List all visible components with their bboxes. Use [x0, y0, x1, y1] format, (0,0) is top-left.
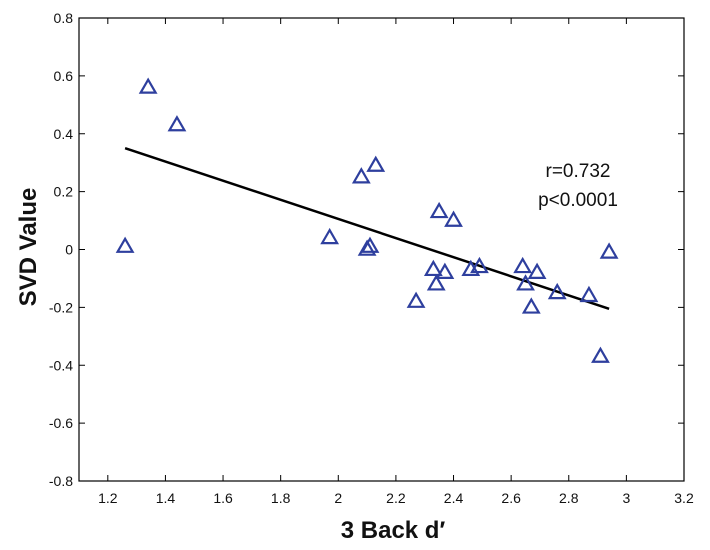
data-point	[167, 115, 187, 132]
y-axis: -0.8 -0.6 -0.4 -0.2 0 0.2 0.4 0.6 0.8	[49, 10, 684, 489]
correlation-annotation: r=0.732	[546, 161, 611, 182]
data-point	[516, 274, 535, 291]
x-tick-label: 2.6	[501, 490, 521, 506]
data-point	[320, 227, 340, 245]
x-tick-label: 1.4	[156, 490, 176, 506]
data-point	[599, 242, 619, 259]
x-tick-label: 2.2	[386, 490, 406, 506]
data-point	[423, 259, 443, 277]
data-point	[547, 282, 567, 300]
data-point	[521, 297, 541, 314]
x-tick-label: 3.2	[674, 490, 694, 506]
y-tick-label: 0.8	[54, 10, 74, 26]
y-tick-label: -0.6	[49, 415, 73, 431]
data-point	[426, 274, 446, 291]
x-tick-label: 2.4	[444, 490, 464, 506]
data-points	[115, 77, 619, 363]
data-point	[579, 285, 599, 303]
x-axis: 1.2 1.4 1.6 1.8 2 2.2 2.4 2.6 2.8 3 3.2	[98, 18, 694, 506]
data-point	[429, 201, 449, 219]
y-tick-label: -0.8	[49, 473, 73, 489]
y-tick-label: 0.4	[54, 126, 74, 142]
x-tick-label: 1.6	[213, 490, 233, 506]
y-tick-label: 0.2	[54, 184, 74, 200]
x-tick-label: 1.8	[271, 490, 291, 506]
data-point	[435, 262, 455, 279]
x-tick-label: 3	[622, 490, 630, 506]
plot-frame	[78, 17, 685, 482]
x-tick-label: 2.8	[559, 490, 579, 506]
data-point	[513, 256, 533, 274]
x-tick-label: 1.2	[98, 490, 118, 506]
data-point	[470, 256, 489, 274]
data-point	[444, 210, 463, 227]
x-tick-label: 2	[334, 490, 342, 506]
data-point	[406, 291, 426, 308]
data-point	[591, 346, 610, 363]
data-point	[115, 236, 135, 253]
y-tick-label: 0	[65, 242, 73, 258]
p-value-annotation: p<0.0001	[538, 190, 618, 211]
data-point	[527, 262, 547, 279]
data-point	[366, 155, 386, 172]
regression-line	[124, 147, 610, 311]
y-tick-label: -0.2	[49, 299, 73, 315]
y-axis-title: SVD Value	[15, 188, 42, 307]
data-point	[351, 167, 371, 184]
data-point	[138, 77, 158, 94]
x-axis-title: 3 Back d′	[341, 517, 446, 544]
y-tick-label: -0.4	[49, 357, 73, 373]
y-tick-label: 0.6	[54, 68, 74, 84]
data-point	[360, 236, 380, 253]
